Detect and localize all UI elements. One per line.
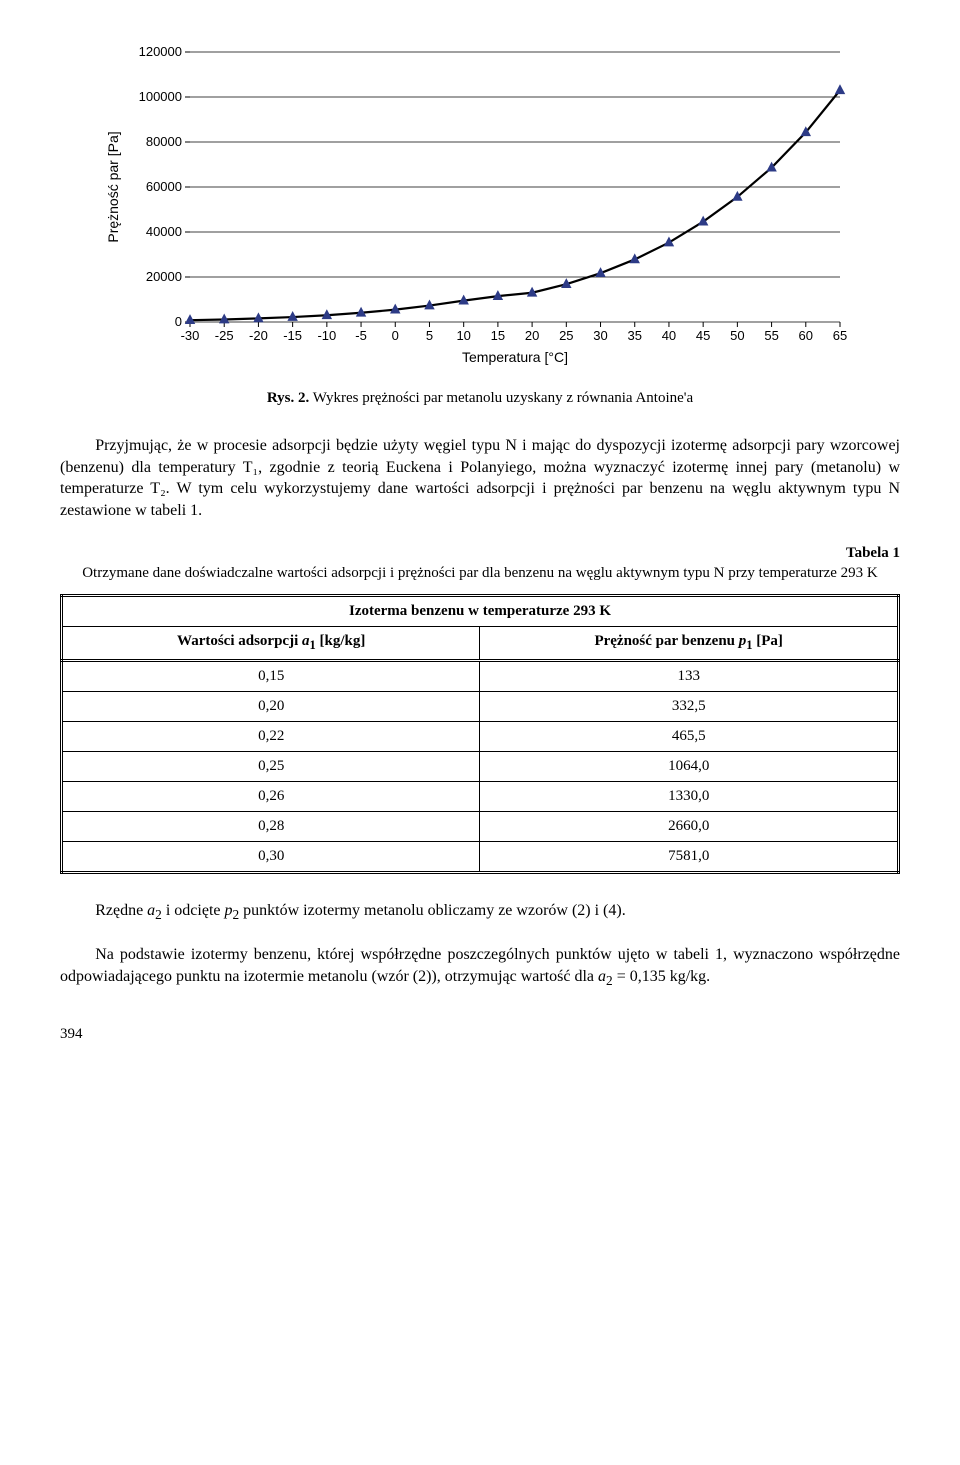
cell-adsorption: 0,15 [62, 660, 480, 691]
paragraph-3: Na podstawie izotermy benzenu, której ws… [60, 944, 900, 990]
svg-text:-25: -25 [215, 328, 234, 343]
cell-pressure: 7581,0 [480, 841, 899, 872]
svg-text:60000: 60000 [146, 179, 182, 194]
svg-text:100000: 100000 [139, 89, 182, 104]
cell-pressure: 332,5 [480, 691, 899, 721]
svg-text:45: 45 [696, 328, 710, 343]
benzene-isotherm-table: Izoterma benzenu w temperaturze 293 K Wa… [60, 594, 900, 874]
table-row: 0,307581,0 [62, 841, 899, 872]
svg-text:40: 40 [662, 328, 676, 343]
svg-text:25: 25 [559, 328, 573, 343]
cell-pressure: 2660,0 [480, 811, 899, 841]
svg-text:10: 10 [456, 328, 470, 343]
table-title: Tabela 1 [60, 545, 900, 562]
svg-text:-10: -10 [317, 328, 336, 343]
svg-text:30: 30 [593, 328, 607, 343]
cell-pressure: 1064,0 [480, 751, 899, 781]
paragraph-2: Rzędne a2 i odcięte p2 punktów izotermy … [60, 900, 900, 924]
cell-adsorption: 0,30 [62, 841, 480, 872]
cell-adsorption: 0,28 [62, 811, 480, 841]
table-row: 0,15133 [62, 660, 899, 691]
svg-text:80000: 80000 [146, 134, 182, 149]
svg-text:20000: 20000 [146, 269, 182, 284]
svg-text:55: 55 [764, 328, 778, 343]
svg-text:50: 50 [730, 328, 744, 343]
svg-text:-15: -15 [283, 328, 302, 343]
col-header-adsorption: Wartości adsorpcji a1 [kg/kg] [62, 626, 480, 660]
figure-caption: Rys. 2. Wykres prężności par metanolu uz… [60, 390, 900, 407]
svg-text:20: 20 [525, 328, 539, 343]
figure-label: Rys. 2. [267, 390, 309, 406]
svg-text:35: 35 [628, 328, 642, 343]
chart-svg: -30 -25 -20 -15 -10 -5 0 5 10 15 20 25 30 35 40 45 50 55 6… [100, 40, 860, 380]
svg-text:60: 60 [799, 328, 813, 343]
svg-text:-5: -5 [355, 328, 367, 343]
paragraph-1: Przyjmując, że w procesie adsorpcji będz… [60, 435, 900, 521]
table-row: 0,282660,0 [62, 811, 899, 841]
figure-text: Wykres prężności par metanolu uzyskany z… [313, 390, 693, 406]
cell-adsorption: 0,20 [62, 691, 480, 721]
vapor-pressure-chart: -30 -25 -20 -15 -10 -5 0 5 10 15 20 25 30 35 40 45 50 55 6… [60, 40, 900, 380]
col-header-pressure: Prężność par benzenu p1 [Pa] [480, 626, 899, 660]
svg-text:0: 0 [392, 328, 399, 343]
cell-adsorption: 0,22 [62, 721, 480, 751]
svg-text:0: 0 [175, 314, 182, 329]
cell-pressure: 1330,0 [480, 781, 899, 811]
table-header-span: Izoterma benzenu w temperaturze 293 K [62, 595, 899, 626]
svg-text:-30: -30 [181, 328, 200, 343]
cell-pressure: 465,5 [480, 721, 899, 751]
svg-text:Prężność par [Pa]: Prężność par [Pa] [105, 131, 121, 242]
table-caption: Otrzymane dane doświadczalne wartości ad… [60, 564, 900, 584]
table-row: 0,261330,0 [62, 781, 899, 811]
cell-pressure: 133 [480, 660, 899, 691]
svg-text:65: 65 [833, 328, 847, 343]
table-row: 0,251064,0 [62, 751, 899, 781]
cell-adsorption: 0,25 [62, 751, 480, 781]
cell-adsorption: 0,26 [62, 781, 480, 811]
page-number: 394 [60, 1026, 900, 1043]
svg-text:120000: 120000 [139, 44, 182, 59]
svg-text:5: 5 [426, 328, 433, 343]
svg-text:40000: 40000 [146, 224, 182, 239]
svg-text:15: 15 [491, 328, 505, 343]
table-row: 0,22465,5 [62, 721, 899, 751]
svg-text:-20: -20 [249, 328, 268, 343]
svg-text:Temperatura [°C]: Temperatura [°C] [462, 349, 568, 365]
table-row: 0,20332,5 [62, 691, 899, 721]
